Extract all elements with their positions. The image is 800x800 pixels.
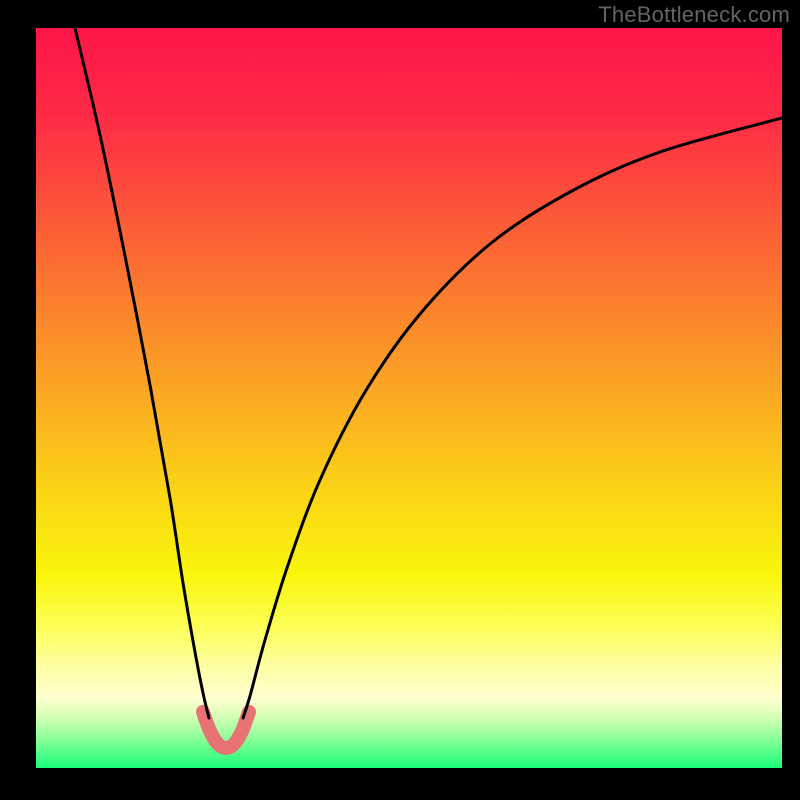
chart-svg xyxy=(0,0,800,800)
curve-left xyxy=(75,28,209,718)
curve-right xyxy=(243,118,782,718)
